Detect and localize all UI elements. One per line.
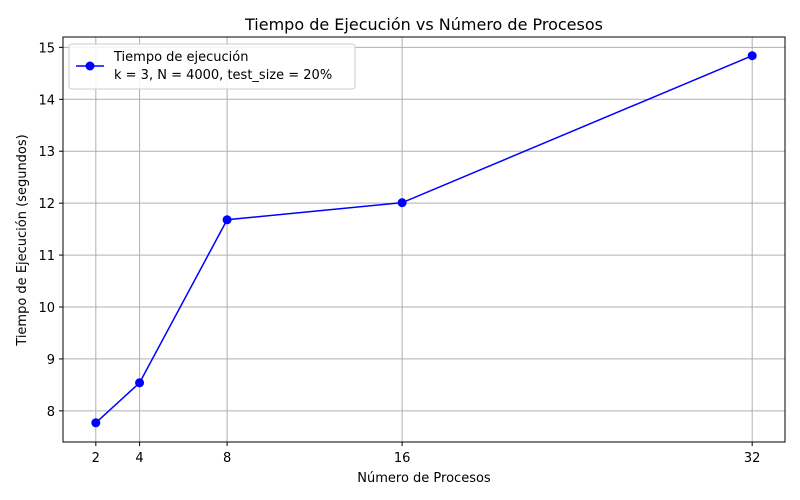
x-tick-label: 32	[744, 451, 761, 466]
x-axis: 2 4 8 16 32	[92, 442, 761, 466]
series-line	[95, 55, 753, 424]
series-layer	[91, 51, 757, 428]
data-point	[222, 215, 232, 225]
grid	[63, 37, 785, 442]
y-tick-label: 13	[38, 145, 55, 160]
x-axis-label: Número de Procesos	[357, 471, 491, 486]
legend: Tiempo de ejecución k = 3, N = 4000, tes…	[68, 43, 356, 90]
x-tick-label: 4	[135, 451, 143, 466]
y-tick-label: 12	[38, 197, 55, 212]
data-point	[747, 51, 757, 61]
data-point	[397, 198, 407, 208]
data-point	[135, 378, 145, 388]
legend-marker	[85, 61, 95, 71]
data-point	[91, 418, 101, 428]
x-tick-label: 16	[394, 451, 411, 466]
plot-frame	[62, 36, 786, 443]
x-tick-label: 2	[92, 451, 100, 466]
y-tick-label: 15	[38, 41, 55, 56]
y-tick-label: 9	[47, 353, 55, 368]
y-tick-label: 8	[47, 405, 55, 420]
y-axis-label: Tiempo de Ejecución (segundos)	[15, 134, 30, 346]
x-tick-label: 8	[223, 451, 231, 466]
legend-series-name: Tiempo de ejecución	[113, 50, 248, 65]
y-tick-label: 14	[38, 93, 55, 108]
y-tick-label: 10	[38, 301, 55, 316]
legend-series-detail: k = 3, N = 4000, test_size = 20%	[114, 68, 332, 83]
y-tick-label: 11	[38, 249, 55, 264]
chart-title: Tiempo de Ejecución vs Número de Proceso…	[244, 15, 603, 34]
y-axis: 8 9 10 11 12 13 14 15	[38, 41, 63, 420]
legend-box	[68, 43, 356, 90]
